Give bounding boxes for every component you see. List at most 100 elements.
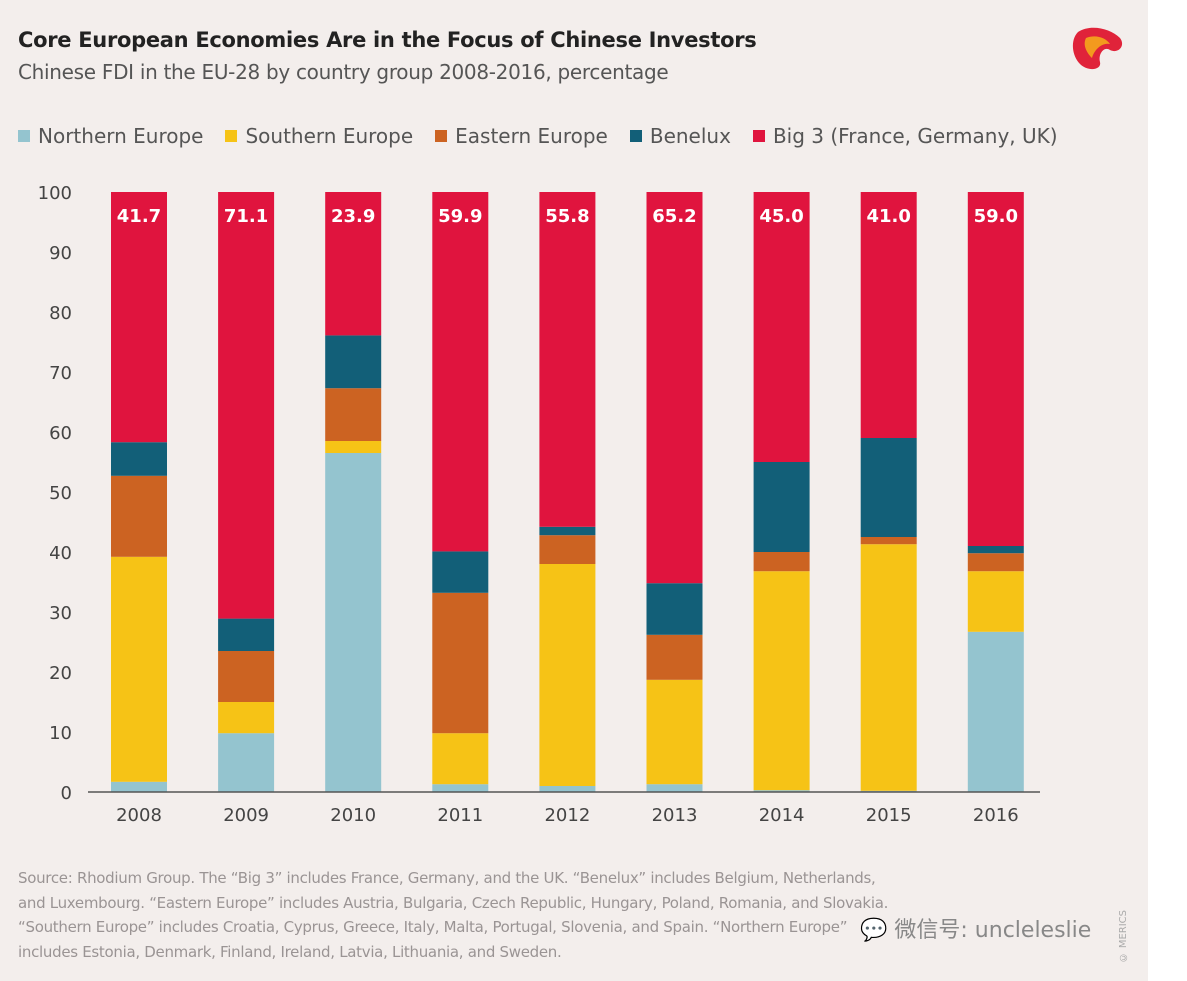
legend-swatch: [18, 130, 30, 142]
legend-label: Northern Europe: [38, 124, 204, 148]
watermark: 💬 微信号: uncleleslie: [860, 912, 1091, 944]
y-tick-label: 100: [38, 183, 72, 204]
bar-segment: [967, 546, 1024, 554]
chart-panel: Core European Economies Are in the Focus…: [0, 0, 1148, 981]
legend: Northern Europe Southern Europe Eastern Eu…: [18, 124, 1058, 148]
y-tick-label: 30: [49, 603, 72, 624]
bar-segment: [218, 192, 275, 619]
data-label: 65.2: [652, 206, 696, 227]
bar-segment: [218, 618, 275, 651]
legend-item: Southern Europe: [225, 124, 413, 148]
legend-item: Big 3 (France, Germany, UK): [752, 124, 1058, 148]
y-tick-label: 80: [49, 303, 72, 324]
source-note: Source: Rhodium Group. The “Big 3” inclu…: [18, 866, 958, 964]
legend-swatch: [752, 130, 765, 142]
x-tick-label: 2014: [759, 805, 805, 826]
wechat-icon: 💬: [860, 918, 888, 943]
copyright: © MERICS: [1118, 910, 1129, 963]
source-line: includes Estonia, Denmark, Finland, Irel…: [18, 942, 562, 961]
bar-segment: [753, 192, 810, 462]
bar-segment: [860, 438, 917, 537]
bar-segment: [111, 192, 167, 443]
x-tick-label: 2009: [223, 805, 269, 826]
bar-segment: [646, 192, 703, 584]
source-line: and Luxembourg. “Eastern Europe” include…: [18, 893, 889, 912]
bar-segment: [432, 551, 489, 593]
chart-subtitle: Chinese FDI in the EU-28 by country grou…: [18, 60, 669, 84]
bar-segment: [432, 592, 489, 734]
legend-label: Benelux: [649, 124, 731, 148]
data-label: 71.1: [224, 206, 268, 227]
bar-segment: [753, 790, 810, 792]
bar-segment: [967, 553, 1024, 572]
bar-segment: [646, 784, 703, 792]
legend-swatch: [225, 130, 238, 142]
bar-segment: [753, 462, 810, 552]
bar-segment: [967, 571, 1024, 632]
data-label: 45.0: [759, 206, 803, 227]
y-tick-label: 40: [49, 543, 72, 564]
bar-segment: [432, 192, 489, 552]
watermark-text: 微信号: uncleleslie: [894, 918, 1092, 943]
bar-segment: [218, 702, 275, 734]
bar-segment: [325, 388, 382, 441]
legend-label: Eastern Europe: [455, 124, 608, 148]
bar-segment: [432, 733, 489, 785]
data-label: 41.0: [866, 206, 910, 227]
chart-title: Core European Economies Are in the Focus…: [18, 28, 757, 52]
x-tick-label: 2008: [116, 805, 162, 826]
x-tick-label: 2012: [544, 805, 590, 826]
data-label: 23.9: [331, 206, 375, 227]
bar-segment: [325, 335, 382, 389]
data-label: 59.0: [974, 206, 1018, 227]
legend-swatch: [629, 130, 642, 142]
bar-segment: [539, 192, 596, 527]
legend-item: Eastern Europe: [435, 124, 608, 148]
y-tick-label: 0: [61, 783, 72, 804]
bar-segment: [325, 453, 382, 792]
bar-segment: [111, 475, 167, 557]
bar-segment: [325, 192, 382, 336]
bar-segment: [753, 571, 810, 791]
data-label: 59.9: [438, 206, 482, 227]
x-tick-label: 2010: [330, 805, 376, 826]
bar-segment: [967, 631, 1024, 792]
bar-segment: [539, 526, 596, 536]
y-tick-label: 50: [49, 483, 72, 504]
bar-segment: [753, 552, 810, 572]
legend-swatch: [435, 130, 448, 142]
legend-label: Southern Europe: [245, 124, 414, 148]
merics-logo: [1070, 24, 1128, 78]
y-tick-label: 20: [49, 663, 72, 684]
x-tick-label: 2015: [866, 805, 912, 826]
bar-segment: [111, 442, 167, 476]
bar-segment: [111, 556, 167, 782]
legend-item: Northern Europe: [18, 124, 203, 148]
bar-segment: [646, 679, 703, 785]
bar-segment: [860, 544, 917, 791]
legend-item: Benelux: [629, 124, 731, 148]
bar-segment: [432, 784, 489, 792]
data-label: 55.8: [545, 206, 589, 227]
stacked-bar-chart: 0 10 20 30 40 50 60 70 80 90 100 41.7 2008 71.1 2009 23…: [38, 183, 1040, 826]
source-line: “Southern Europe” includes Croatia, Cypr…: [18, 918, 848, 936]
bar-segment: [539, 564, 596, 786]
bar-segment: [218, 651, 275, 702]
x-tick-label: 2011: [437, 805, 483, 826]
bar-segment: [646, 634, 703, 680]
bar-segment: [111, 781, 167, 792]
bar-segment: [325, 441, 382, 453]
bar-segment: [860, 192, 917, 438]
bar-segment: [860, 537, 917, 545]
source-line: Source: Rhodium Group. The “Big 3” inclu…: [18, 869, 876, 887]
y-tick-label: 90: [49, 243, 72, 264]
data-label: 41.7: [117, 206, 161, 227]
x-tick-label: 2013: [652, 805, 698, 826]
bar-segment: [539, 786, 596, 792]
bar-segment: [646, 583, 703, 635]
y-tick-label: 10: [49, 723, 72, 744]
y-tick-label: 70: [49, 363, 72, 384]
bar-segment: [218, 733, 275, 792]
legend-label: Big 3 (France, Germany, UK): [772, 124, 1058, 148]
bar-segment: [967, 192, 1024, 546]
